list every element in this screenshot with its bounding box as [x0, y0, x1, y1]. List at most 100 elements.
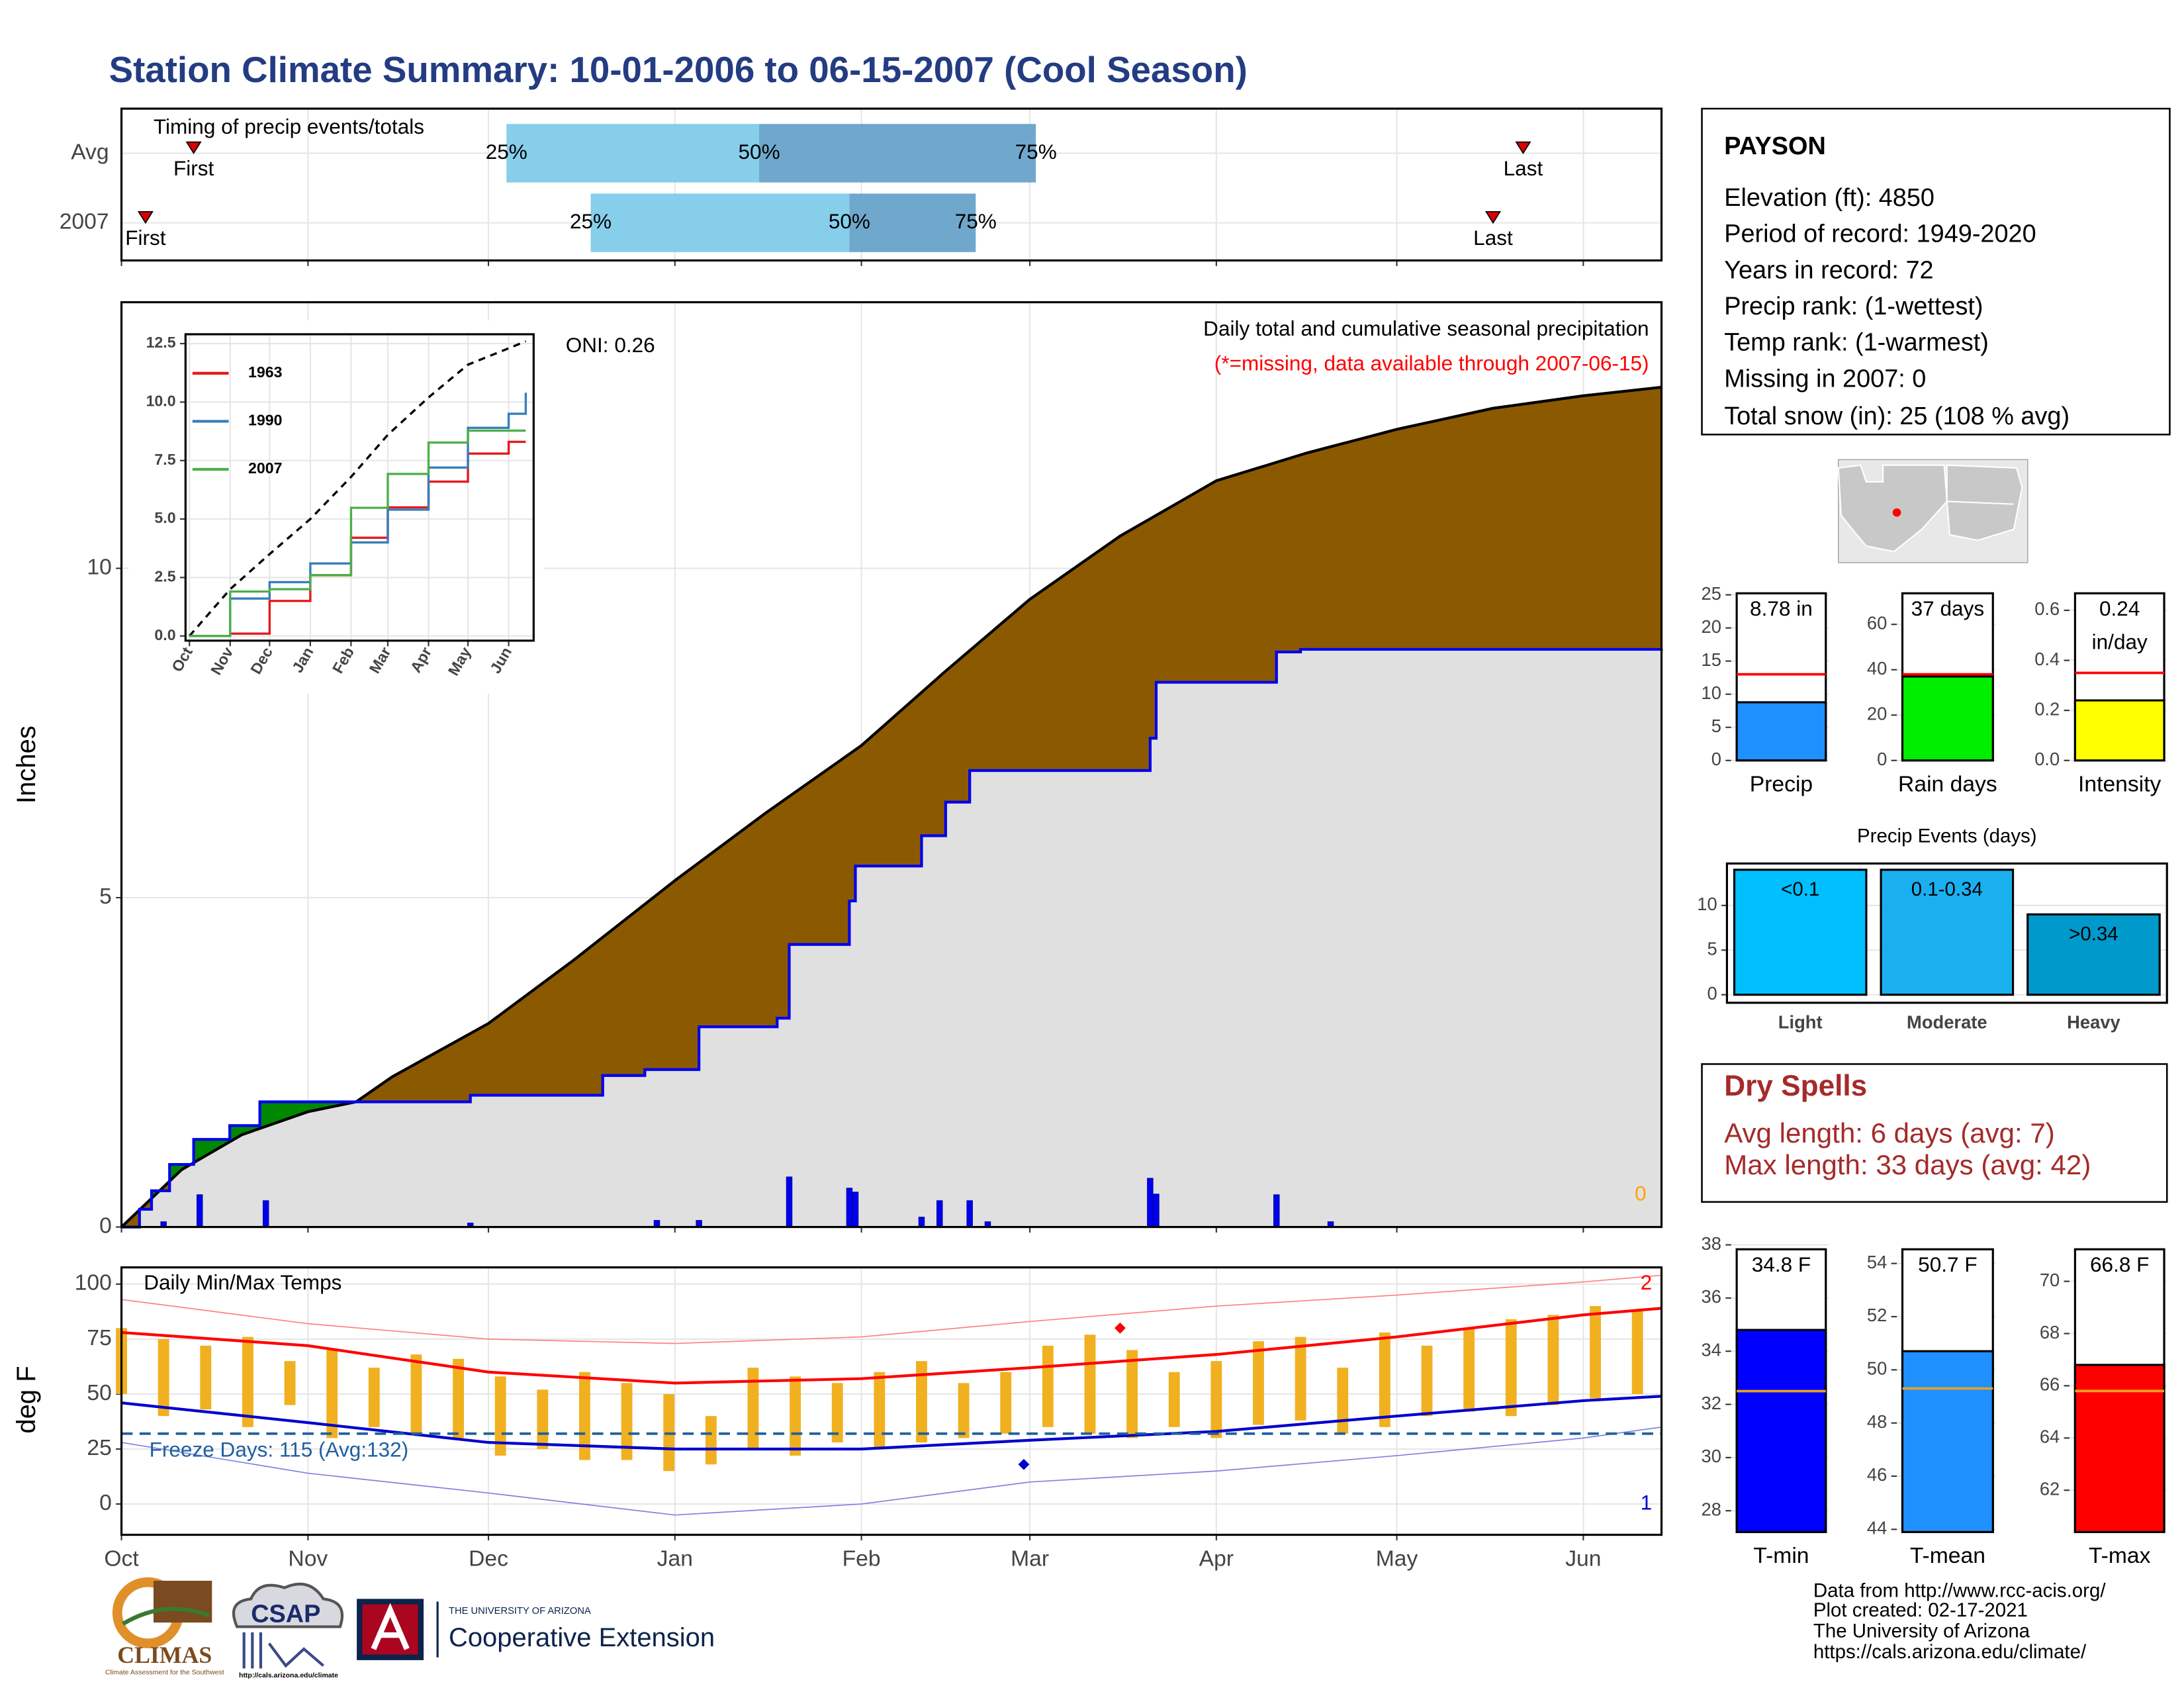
y-tick-label: 25 [1702, 583, 1721, 604]
daily-precip-bar [936, 1200, 943, 1228]
temp-range-bar [874, 1372, 886, 1450]
page-title: Station Climate Summary: 10-01-2006 to 0… [109, 49, 1248, 90]
y-tick-label: 0.6 [2034, 598, 2060, 619]
bar [2073, 699, 2165, 762]
value-label-box: 8.78 in [1750, 597, 1813, 622]
missing-note: (*=missing, data available through 2007-… [1214, 352, 1649, 375]
x-tick-label: May [1376, 1546, 1418, 1571]
chart-subtitle: Daily total and cumulative seasonal prec… [1203, 316, 1649, 340]
percent-label: 25% [486, 140, 527, 164]
y-tick-label: 60 [1867, 612, 1887, 633]
temp-range-bar [831, 1383, 843, 1443]
inset-background [128, 320, 544, 694]
temp-range-bar [242, 1336, 253, 1427]
temp-range-bar [410, 1354, 422, 1434]
timing-marker [1484, 211, 1502, 224]
bar [1733, 868, 1868, 996]
legend-label: 1963 [248, 363, 283, 381]
value-label-box: 37 days [1911, 597, 1985, 622]
plot-frame [120, 1266, 1663, 1536]
daily-precip-bar [852, 1192, 859, 1228]
x-tick-label: Dec [469, 1546, 508, 1571]
y-tick-label: 48 [1867, 1411, 1887, 1432]
temp-title: Daily Min/Max Temps [144, 1270, 341, 1294]
x-tick-label: T-min [1753, 1544, 1809, 1568]
daily-precip-bar [262, 1200, 269, 1228]
y-tick-label: 5 [99, 884, 112, 909]
inset-line [189, 393, 527, 637]
x-tick-label: Jun [1565, 1546, 1601, 1571]
temp-range-bar [158, 1338, 169, 1417]
credit-line: Data from http://www.rcc-acis.org/ [1813, 1580, 2106, 1602]
y-axis-title: Inches [12, 726, 41, 804]
timeline-title: Timing of precip events/totals [154, 115, 424, 138]
value-label: 37 days [1911, 597, 1985, 622]
info-line: Precip rank: (1-wettest) [1724, 293, 1983, 320]
timing-label: First [125, 226, 166, 250]
x-tick-label: T-max [2089, 1544, 2151, 1568]
value-label: 8.78 in [1750, 597, 1813, 622]
daily-precip-bar [918, 1217, 925, 1228]
info-line: Elevation (ft): 4850 [1724, 184, 1934, 212]
bar [1880, 868, 2015, 996]
temp-range-bar [1547, 1315, 1559, 1405]
daily-precip-bar [786, 1176, 793, 1228]
y-tick-label: 12.5 [146, 334, 176, 351]
y-tick-label: 50 [87, 1381, 111, 1405]
y-tick-label: 70 [2040, 1270, 2060, 1290]
y-tick-label: 20 [1867, 703, 1887, 724]
x-tick-label: Apr [1199, 1546, 1234, 1571]
y-tick-label: 0 [1877, 749, 1887, 769]
x-tick-label: Precip [1750, 773, 1813, 797]
x-tick-label: Moderate [1907, 1012, 1987, 1033]
cumulative-line [120, 385, 1662, 1229]
oni-label: ONI: 0.26 [566, 333, 655, 357]
temp-range-bar [621, 1383, 633, 1460]
value-label: 0.24 in/day [2091, 597, 2148, 655]
temp-range-bar [368, 1368, 380, 1427]
csap-url: http://cals.arizona.edu/climate [239, 1671, 338, 1679]
value-label: 50.7 F [1918, 1253, 1978, 1278]
info-line: Missing in 2007: 0 [1724, 365, 1926, 393]
temp-range-bar [326, 1350, 338, 1438]
y-axis-title: deg F [12, 1366, 41, 1433]
inset-frame [184, 333, 535, 642]
y-tick-label: 5 [1711, 716, 1721, 736]
bar [1901, 675, 1994, 762]
info-box [1701, 107, 2171, 436]
record-marker [1018, 1458, 1030, 1470]
y-tick-label: 0.0 [154, 626, 175, 643]
info-line: Years in record: 72 [1724, 256, 1933, 284]
percent-label: 75% [955, 209, 997, 233]
y-tick-label: 50 [1867, 1358, 1887, 1379]
cumulative-line [121, 647, 1663, 1229]
temp-range-bar [1505, 1319, 1517, 1417]
temp-line [121, 1274, 1662, 1344]
y-tick-label: 36 [1702, 1286, 1721, 1307]
bar-label: <0.1 [1781, 878, 1819, 900]
inset-line [189, 440, 526, 637]
y-tick-label: 10 [87, 555, 111, 579]
bar [2073, 1364, 2165, 1533]
locator-map [1837, 459, 2028, 563]
y-tick-label: 0.4 [2034, 649, 2060, 669]
y-tick-label: 32 [1702, 1393, 1721, 1413]
temp-range-bar [1084, 1335, 1096, 1434]
legend-label: 2007 [248, 459, 282, 477]
temp-range-bar [958, 1383, 970, 1438]
daily-precip-bar [196, 1194, 203, 1228]
freeze-label: Freeze Days: 115 (Avg:132) [150, 1438, 409, 1462]
temp-range-bar [1295, 1336, 1306, 1421]
y-tick-label: 0.2 [2034, 698, 2060, 719]
x-tick-label: Rain days [1898, 773, 1997, 797]
x-tick-label: Heavy [2067, 1012, 2120, 1033]
climas-logo: CLIMAS Climate Assessment for the Southw… [105, 1577, 224, 1677]
daily-precip-bar [1153, 1194, 1160, 1228]
temp-range-bar [1590, 1306, 1601, 1399]
y-tick-label: 62 [2040, 1478, 2060, 1499]
x-tick-label: Intensity [2078, 773, 2161, 797]
missing-count: 0 [1635, 1182, 1647, 1205]
x-tick-label: Oct [104, 1546, 139, 1571]
y-tick-label: 5 [1707, 938, 1717, 959]
climas-text: CLIMAS [117, 1642, 212, 1668]
